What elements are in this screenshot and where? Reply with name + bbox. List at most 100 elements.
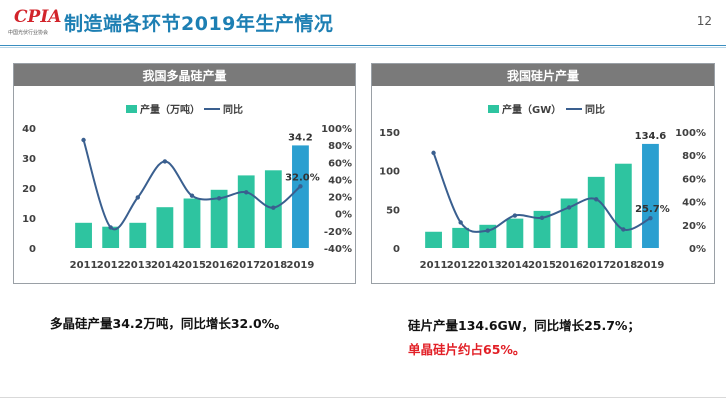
y-right-tick-label: 40%: [328, 175, 352, 186]
x-tick-label: 2015: [528, 260, 556, 271]
y-left-tick-label: 20: [22, 184, 36, 195]
x-tick-label: 2017: [232, 260, 260, 271]
x-tick-label: 2019: [287, 260, 315, 271]
x-tick-label: 2011: [70, 260, 98, 271]
yoy-point: [458, 220, 463, 225]
bar-highlight: [642, 143, 659, 248]
slide-header: CPIA 中国光伏行业协会 制造端各环节2019年生产情况 12: [0, 0, 726, 44]
y-right-tick-label: 80%: [328, 141, 352, 152]
y-left-tick-label: 0: [393, 244, 400, 255]
y-right-tick-label: 40%: [682, 198, 706, 209]
yoy-point: [271, 205, 276, 210]
yoy-point: [216, 196, 222, 201]
yoy-point: [135, 195, 140, 200]
x-tick-label: 2016: [555, 260, 583, 271]
yoy-point: [539, 215, 545, 221]
y-right-tick-label: 0%: [335, 210, 352, 221]
logo-subtext: 中国光伏行业协会: [8, 30, 49, 36]
bar: [587, 176, 605, 248]
x-tick-label: 2011: [420, 260, 448, 271]
bar: [102, 226, 120, 248]
yoy-point: [162, 159, 168, 164]
y-right-tick-label: 80%: [682, 151, 706, 162]
bar: [156, 207, 174, 248]
y-right-tick-label: 20%: [328, 193, 352, 204]
yoy-point: [244, 190, 249, 195]
wafer-chart-panel: 我国硅片产量 产量（GW） 同比 0 50 100 150 0% 20% 40% 60% 80% 10…: [371, 63, 715, 284]
y-left-tick-label: 10: [22, 214, 36, 225]
y-right-tick-label: 100%: [675, 128, 706, 139]
line-data-label: 25.7%: [635, 204, 670, 215]
x-tick-label: 2014: [151, 260, 179, 271]
chart-title-bar: 我国多晶硅产量: [14, 64, 355, 86]
yoy-point: [594, 197, 599, 202]
legend-bar-label: 产量（万吨）: [140, 103, 200, 116]
yoy-point: [485, 228, 490, 233]
y-left-tick-label: 30: [22, 154, 36, 165]
wafer-note: 硅片产量134.6GW，同比增长25.7%；: [408, 318, 640, 333]
legend-line-label: 同比: [585, 103, 605, 116]
x-tick-label: 2016: [205, 260, 233, 271]
x-tick-label: 2014: [501, 260, 529, 271]
bar: [183, 198, 201, 248]
chart-title: 我国硅片产量: [506, 69, 579, 83]
y-right-tick-label: 60%: [328, 158, 352, 169]
x-tick-label: 2019: [637, 260, 665, 271]
x-tick-label: 2017: [582, 260, 610, 271]
x-tick-label: 2018: [259, 260, 287, 271]
yoy-point: [189, 193, 195, 198]
monocrystalline-note: 单晶硅片约占65%。: [408, 342, 526, 357]
yoy-point: [566, 205, 572, 210]
bar: [237, 175, 255, 248]
y-left-tick-label: 150: [379, 128, 400, 139]
yoy-point: [81, 137, 86, 143]
y-right-tick-label: 100%: [321, 124, 352, 135]
x-tick-label: 2012: [447, 260, 475, 271]
cpia-logo: CPIA 中国光伏行业协会: [6, 5, 62, 39]
slide-title: 制造端各环节2019年生产情况: [64, 13, 334, 35]
polysilicon-chart: 产量（万吨） 同比 0 10 20 30 40 -40% -20% 0% 20% 40% 60% 80% 1…: [22, 103, 352, 271]
logo-text: CPIA: [14, 7, 62, 27]
x-tick-label: 2018: [609, 260, 637, 271]
y-left-tick-label: 40: [22, 124, 36, 135]
bar-highlight: [292, 145, 309, 248]
bar-data-label: 34.2: [288, 132, 313, 143]
bar: [129, 222, 147, 248]
yoy-point: [108, 225, 113, 230]
y-left-tick-label: 50: [386, 205, 400, 216]
header-divider: [0, 45, 726, 46]
y-right-tick-label: 20%: [682, 221, 706, 232]
y-right-tick-label: -20%: [324, 227, 352, 238]
y-left-tick-label: 100: [379, 167, 400, 178]
page-number: 12: [696, 14, 712, 28]
x-tick-label: 2015: [178, 260, 206, 271]
yoy-point: [512, 213, 518, 218]
bar: [560, 198, 578, 248]
bar-data-label: 134.6: [635, 131, 667, 142]
chart-title-bar: 我国硅片产量: [372, 64, 714, 86]
y-left-tick-label: 0: [29, 244, 36, 255]
polysilicon-chart-panel: 我国多晶硅产量 产量（万吨） 同比 0 10 20 30 40 -40% -20% 0% 20% 40…: [13, 63, 356, 284]
bar: [210, 189, 228, 248]
yoy-point: [621, 227, 626, 232]
y-right-tick-label: 60%: [682, 174, 706, 185]
x-tick-label: 2013: [474, 260, 502, 271]
x-tick-label: 2012: [97, 260, 125, 271]
y-right-tick-label: 0%: [689, 244, 706, 255]
footer-divider: [0, 397, 726, 398]
yoy-point: [298, 184, 303, 189]
bar: [614, 163, 632, 248]
polysilicon-note: 多晶硅产量34.2万吨，同比增长32.0%。: [50, 316, 287, 331]
chart-title: 我国多晶硅产量: [142, 69, 227, 83]
yoy-point: [648, 215, 653, 221]
header-divider-light: [0, 47, 726, 48]
legend-bar-label: 产量（GW）: [502, 103, 561, 116]
legend-bar-swatch: [126, 105, 137, 113]
line-data-label: 32.0%: [285, 172, 320, 183]
yoy-point: [431, 150, 436, 156]
x-tick-label: 2013: [124, 260, 152, 271]
y-right-tick-label: -40%: [324, 244, 352, 255]
bar: [506, 218, 524, 248]
bar: [533, 210, 551, 248]
legend-line-label: 同比: [223, 103, 243, 116]
